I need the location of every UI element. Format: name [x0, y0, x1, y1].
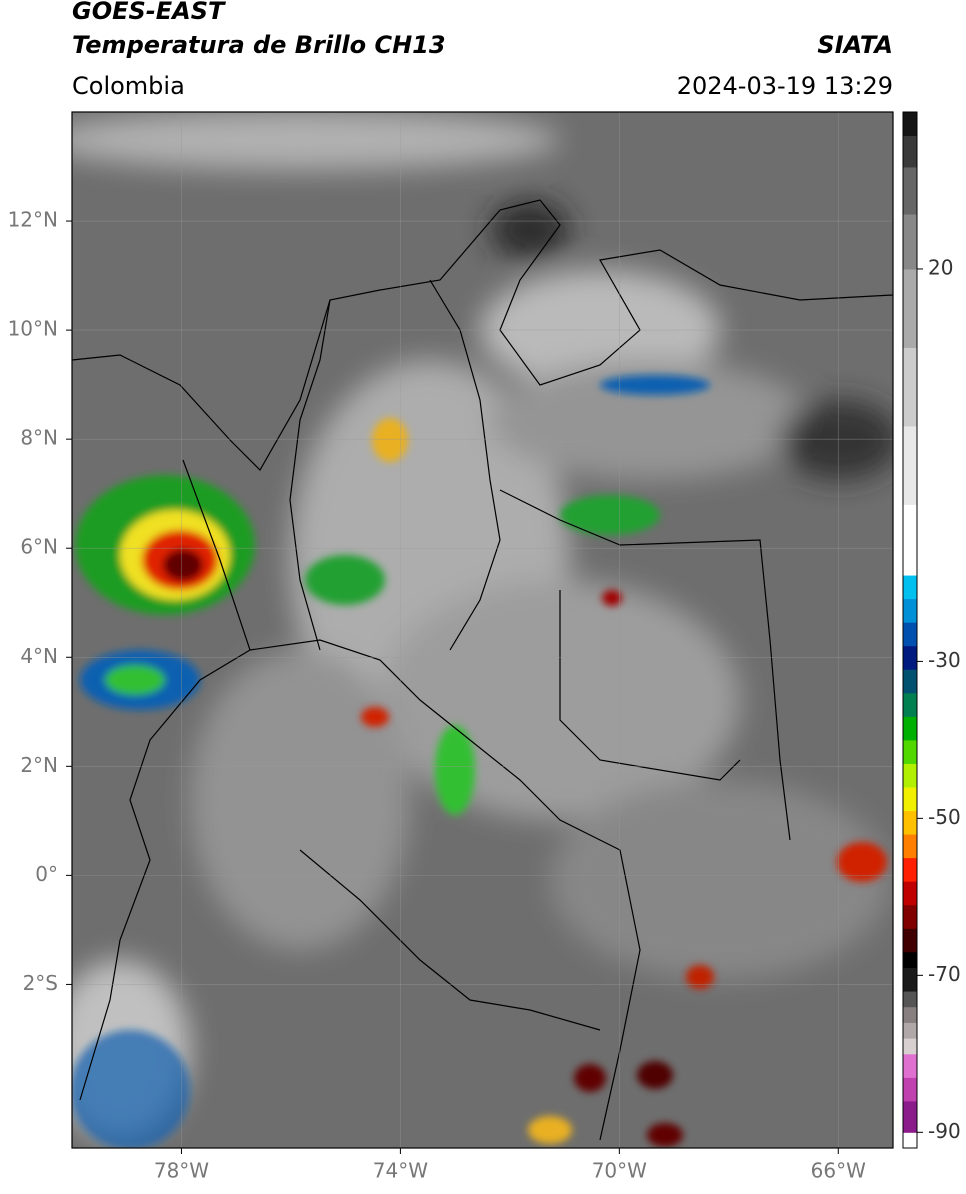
colorbar-segment	[903, 692, 917, 717]
colorbar-segment	[903, 575, 917, 600]
colorbar-segment	[903, 739, 917, 764]
colorbar-segment	[903, 1053, 917, 1078]
colorbar-segment	[903, 425, 917, 505]
colorbar-segment	[903, 1077, 917, 1102]
y-tick-label: 8°N	[20, 426, 58, 450]
satellite-image	[72, 112, 893, 1148]
colorbar-frame	[902, 111, 918, 1149]
product: Temperatura de Brillo CH13	[72, 31, 446, 59]
colorbar-segment	[903, 857, 917, 882]
colorbar-segment	[903, 135, 917, 168]
colorbar-segment	[903, 1100, 917, 1133]
x-tick-label: 74°W	[373, 1159, 428, 1183]
colorbar-tick-label: 20	[928, 255, 953, 279]
colorbar-segment	[903, 166, 917, 215]
y-tick-label: 2°N	[20, 753, 58, 777]
agency: SIATA	[817, 31, 893, 59]
x-tick-label: 78°W	[154, 1159, 209, 1183]
colorbar-segment	[903, 214, 917, 270]
colorbar-segment	[903, 347, 917, 427]
datetime: 2024-03-19 13:29	[677, 72, 893, 100]
colorbar-segment	[903, 1006, 917, 1023]
colorbar-segment	[903, 991, 917, 1008]
y-tick-label: 10°N	[8, 317, 58, 341]
colorbar-segment	[903, 834, 917, 859]
colorbar-segment	[903, 763, 917, 788]
colorbar-segment	[903, 1038, 917, 1055]
region: Colombia	[72, 72, 185, 100]
colorbar-segment	[903, 951, 917, 968]
colorbar-segment	[903, 904, 917, 929]
y-tick-label: 6°N	[20, 535, 58, 559]
colorbar-segment	[903, 669, 917, 694]
map-frame	[71, 111, 894, 1149]
colorbar-segment	[903, 645, 917, 670]
colorbar-segment	[903, 112, 917, 137]
satellite: GOES-EAST	[72, 0, 226, 25]
colorbar-segment	[903, 716, 917, 741]
colorbar-segment	[903, 268, 917, 348]
colorbar-segment	[903, 967, 917, 992]
y-tick-label: 4°N	[20, 644, 58, 668]
colorbar-tick-label: -50	[928, 805, 961, 829]
colorbar-tick-label: -90	[928, 1119, 961, 1143]
colorbar-tick-label: -30	[928, 648, 961, 672]
colorbar-segment	[903, 881, 917, 906]
colorbar-segment	[903, 928, 917, 953]
colorbar-segment	[903, 1022, 917, 1039]
y-tick-label: 0°	[35, 862, 58, 886]
colorbar-tick-label: -70	[928, 962, 961, 986]
colorbar: 20 -30 -50 -70 -90	[903, 112, 961, 1149]
grid: 78°W 74°W 70°W 66°W 12°N 10°N 8°N 6°N 4°N 2°N 0° 2°…	[8, 112, 893, 1183]
colorbar-segment	[903, 598, 917, 623]
colorbar-segment	[903, 504, 917, 576]
colorbar-segment	[903, 810, 917, 835]
colorbar-segment	[903, 1132, 917, 1149]
x-tick-label: 66°W	[811, 1159, 866, 1183]
y-tick-label: 2°S	[23, 971, 58, 995]
y-tick-label: 12°N	[8, 208, 58, 232]
colorbar-segment	[903, 622, 917, 647]
x-tick-label: 70°W	[592, 1159, 647, 1183]
colorbar-segment	[903, 786, 917, 812]
